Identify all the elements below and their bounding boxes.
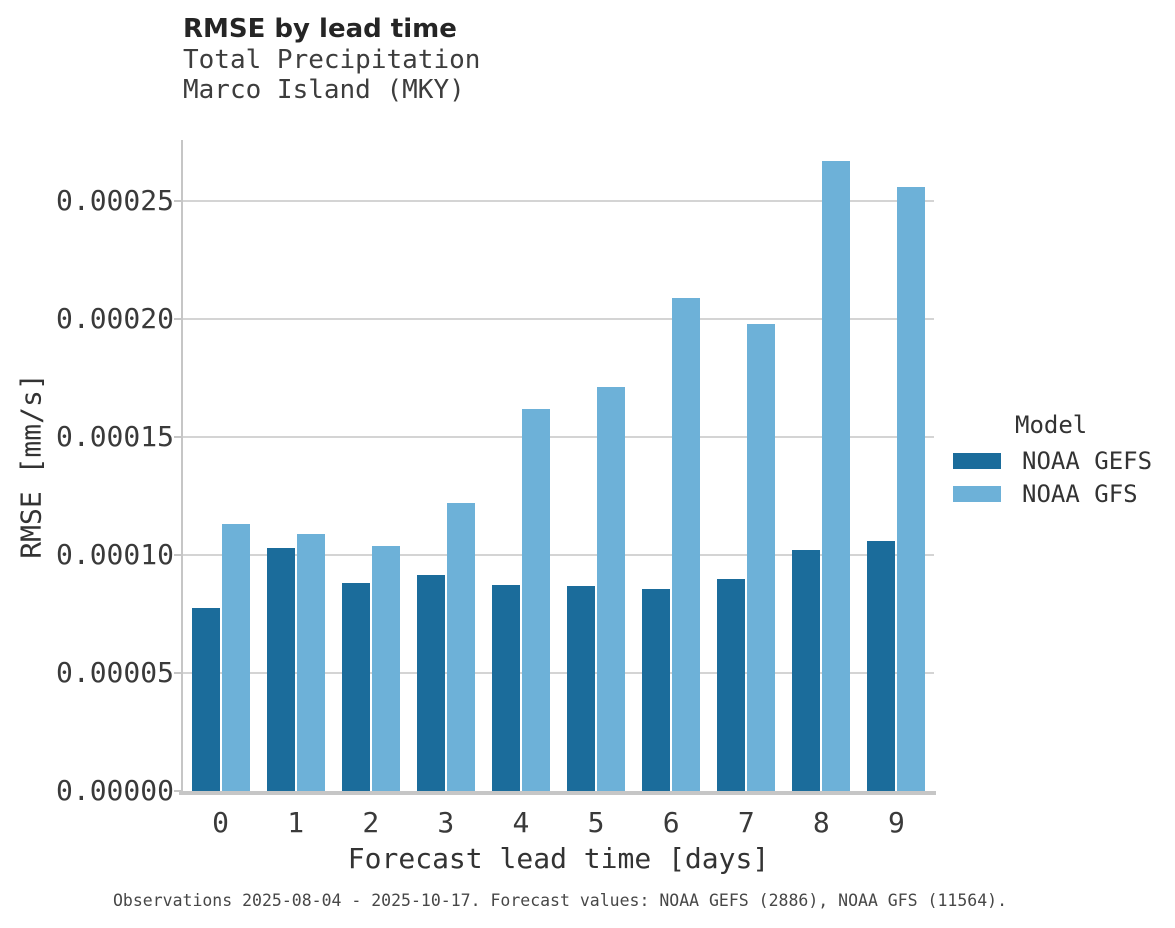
bar-noaa-gfs-lead-7 — [747, 323, 776, 791]
y-tick-mark — [174, 318, 181, 320]
y-tick-labels: 0.00000 0.00005 0.00010 0.00015 0.00020 0.000… — [0, 140, 174, 805]
x-tick-label: 4 — [512, 806, 530, 839]
x-axis-spine — [179, 791, 936, 795]
x-tick-labels: 0 1 2 3 4 5 6 7 8 9 — [183, 795, 934, 839]
bar-noaa-gfs-lead-3 — [446, 503, 475, 791]
bar-noaa-gfs-lead-0 — [221, 524, 250, 791]
bar-noaa-gfs-lead-9 — [897, 186, 926, 791]
legend-entry-noaa-gfs: NOAA GFS — [953, 481, 1175, 507]
x-tick-label: 6 — [662, 806, 680, 839]
y-tick-mark — [174, 554, 181, 556]
gridline — [183, 672, 934, 674]
gridline — [183, 200, 934, 202]
x-tick-label: 7 — [737, 806, 755, 839]
y-tick-mark — [174, 672, 181, 674]
legend-label: NOAA GEFS — [1022, 447, 1153, 475]
y-tick-label: 0.00005 — [55, 656, 174, 689]
bar-noaa-gefs-lead-3 — [416, 575, 445, 791]
chart-subtitle: Total Precipitation Marco Island (MKY) — [183, 45, 480, 105]
gridline — [183, 436, 934, 438]
legend-label: NOAA GFS — [1022, 480, 1138, 508]
legend-entry-noaa-gefs: NOAA GEFS — [953, 448, 1175, 474]
x-tick-label: 2 — [362, 806, 380, 839]
y-tick-label: 0.00015 — [55, 420, 174, 453]
y-tick-label: 0.00000 — [55, 774, 174, 807]
x-tick-label: 0 — [212, 806, 229, 839]
legend-swatch-noaa-gfs — [953, 486, 1001, 502]
legend-entries: NOAA GEFS NOAA GFS — [953, 448, 1175, 507]
bar-noaa-gfs-lead-8 — [822, 160, 851, 791]
gridline — [183, 318, 934, 320]
bar-noaa-gefs-lead-0 — [191, 608, 220, 791]
bar-noaa-gfs-lead-1 — [296, 533, 325, 791]
y-tick-mark — [174, 436, 181, 438]
legend: Model NOAA GEFS NOAA GFS — [953, 410, 1175, 507]
legend-swatch-noaa-gefs — [953, 453, 1001, 469]
subtitle-line-station: Marco Island (MKY) — [183, 75, 465, 105]
x-axis-label: Forecast lead time [days] — [347, 842, 770, 875]
x-tick-label: 5 — [587, 806, 605, 839]
y-tick-mark — [174, 790, 181, 792]
subtitle-line-variable: Total Precipitation — [183, 45, 481, 75]
bar-noaa-gfs-lead-6 — [672, 297, 701, 791]
bar-noaa-gfs-lead-2 — [371, 545, 400, 791]
bar-noaa-gfs-lead-5 — [597, 387, 626, 791]
y-tick-mark — [174, 200, 181, 202]
gridline — [183, 554, 934, 556]
bar-noaa-gefs-lead-2 — [341, 583, 370, 791]
y-axis-spine — [181, 140, 183, 791]
x-tick-label: 3 — [437, 806, 455, 839]
y-tick-label: 0.00025 — [55, 184, 174, 217]
bar-noaa-gefs-lead-9 — [867, 540, 896, 791]
x-tick-label: 8 — [812, 806, 830, 839]
bar-noaa-gefs-lead-6 — [642, 589, 671, 791]
chart-title: RMSE by lead time — [183, 14, 457, 44]
x-tick-label: 1 — [287, 806, 305, 839]
bar-noaa-gefs-lead-8 — [792, 550, 821, 791]
y-tick-label: 0.00010 — [55, 538, 174, 571]
plot-area — [174, 140, 936, 795]
bar-noaa-gefs-lead-7 — [717, 578, 746, 791]
bar-noaa-gefs-lead-5 — [567, 585, 596, 791]
y-tick-label: 0.00020 — [55, 302, 174, 335]
x-tick-label: 9 — [888, 806, 905, 839]
bar-noaa-gefs-lead-1 — [266, 547, 295, 791]
legend-title: Model — [1015, 411, 1088, 439]
bar-noaa-gfs-lead-4 — [521, 408, 550, 791]
footer-caption: Observations 2025-08-04 - 2025-10-17. Fo… — [112, 891, 1008, 910]
bar-noaa-gefs-lead-4 — [491, 584, 520, 791]
